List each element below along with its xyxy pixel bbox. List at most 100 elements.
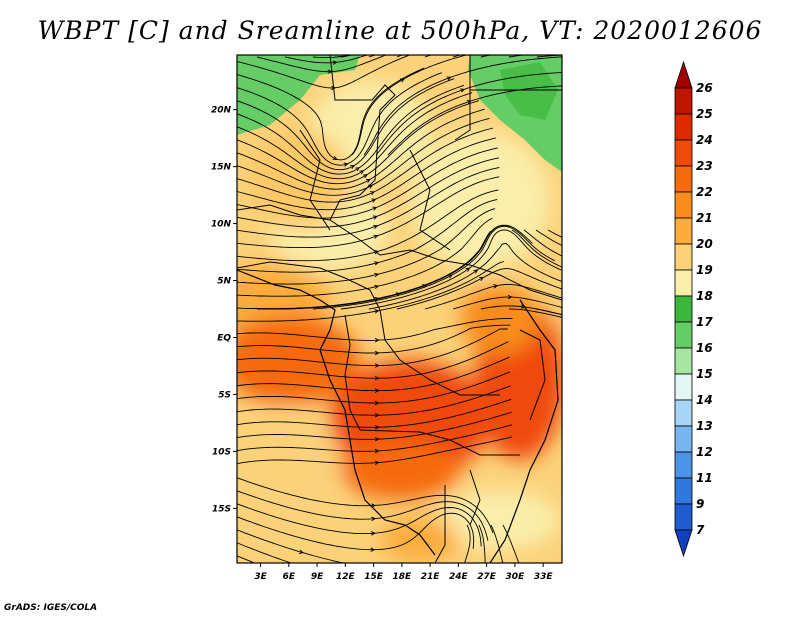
colorbar-label: 11	[696, 471, 713, 485]
streamline	[237, 424, 513, 452]
streamline-arrow	[332, 60, 338, 65]
streamline-arrow	[350, 165, 356, 170]
streamline-arrow	[359, 170, 365, 175]
streamline	[237, 176, 500, 249]
colorbar-label: 25	[696, 107, 713, 121]
colorbar-label: 12	[696, 445, 713, 459]
colorbar-segment	[674, 373, 693, 401]
streamline-arrow	[373, 224, 379, 230]
latitude-axis: 20N 15N 10N 5N EQ 5S 10S 15S	[211, 106, 237, 514]
streamline	[237, 490, 489, 541]
streamline	[237, 100, 480, 185]
streamline-arrow	[374, 424, 380, 430]
longitude-axis: 3E 6E 9E 12E 15E 18E 21E 24E 27E 30E 33E	[254, 563, 553, 582]
lon-tick-label: 18E	[393, 572, 413, 582]
streamline	[237, 341, 509, 379]
lon-tick-label: 30E	[506, 572, 526, 582]
streamline-arrow	[374, 388, 380, 393]
colorbar-label: 14	[696, 393, 713, 407]
streamline-arrow	[298, 549, 304, 554]
streamline-arrow	[371, 516, 377, 522]
lon-tick-label: 3E	[254, 572, 267, 582]
streamline	[237, 477, 494, 534]
lat-tick-label: 5N	[217, 277, 231, 287]
colorbar-label: 16	[696, 341, 713, 355]
colorbar-segment	[674, 165, 693, 193]
streamline-arrow	[369, 191, 375, 196]
streamline	[368, 55, 376, 58]
streamline	[508, 308, 562, 318]
streamline	[375, 71, 562, 156]
streamline-arrow	[466, 99, 472, 105]
colorbar-label: 20	[696, 237, 713, 251]
streamline	[237, 371, 511, 404]
streamline	[340, 55, 354, 58]
lat-tick-label: 5S	[218, 390, 231, 400]
streamline-arrow	[373, 234, 379, 239]
streamline-arrow	[327, 69, 333, 74]
streamline	[237, 67, 425, 161]
streamline	[237, 398, 512, 428]
streamline	[340, 229, 562, 310]
streamline	[351, 55, 468, 156]
streamline	[502, 524, 520, 563]
lat-tick-label: 10S	[212, 447, 231, 457]
streamline-arrow	[371, 198, 377, 203]
streamline-arrow	[447, 274, 453, 279]
colorbar-segment	[674, 139, 693, 167]
colorbar-segment	[674, 113, 693, 141]
streamline	[237, 436, 513, 465]
colorbar-segment	[674, 451, 693, 479]
streamline-arrow	[355, 167, 361, 172]
colorbar: 26 25 24 23 22 21 20 19 18 17 16 15 14 13 12 11 9 7	[674, 60, 713, 558]
colorbar-label: 15	[696, 367, 713, 381]
streamline-arrow	[370, 531, 376, 536]
colorbar-bottom-arrow	[674, 529, 693, 558]
lat-tick-label: 10N	[211, 220, 232, 230]
colorbar-segment	[674, 425, 693, 453]
streamline	[237, 328, 508, 367]
colorbar-label: 7	[696, 523, 705, 537]
streamline	[237, 542, 293, 563]
streamline	[424, 55, 433, 58]
colorbar-segment	[674, 191, 693, 219]
streamline	[424, 283, 562, 310]
streamline	[237, 147, 498, 219]
streamline-arrow	[374, 448, 380, 454]
lat-tick-label: 20N	[211, 106, 232, 116]
streamline	[237, 385, 511, 416]
colorbar-label: 24	[696, 133, 713, 147]
lon-tick-label: 12E	[336, 572, 356, 582]
streamline-arrow	[370, 547, 376, 552]
streamline	[490, 524, 504, 563]
streamline-arrow	[374, 337, 380, 343]
streamline	[237, 217, 493, 297]
colorbar-label: 17	[696, 315, 713, 329]
streamline-arrow	[372, 215, 378, 220]
streamline	[237, 108, 485, 190]
lon-tick-label: 15E	[364, 572, 384, 582]
streamline	[237, 157, 499, 228]
streamline	[237, 318, 513, 341]
streamline-arrow	[479, 277, 485, 282]
colorbar-segment	[674, 503, 693, 531]
lat-tick-label: 15N	[211, 163, 232, 173]
colorbar-segment	[674, 87, 693, 115]
streamline-arrow	[374, 272, 380, 278]
streamline	[312, 225, 555, 310]
streamline	[256, 55, 388, 73]
streamline	[237, 411, 512, 440]
map-frame	[236, 54, 563, 564]
streamline	[237, 324, 511, 354]
streamline-arrow	[374, 400, 380, 406]
grads-credit: GrADS: IGES/COLA	[4, 603, 98, 613]
streamline	[523, 229, 562, 257]
streamline	[464, 524, 471, 563]
colorbar-label: 18	[696, 289, 713, 303]
streamline	[237, 529, 346, 563]
colorbar-segment	[674, 269, 693, 297]
streamline	[452, 296, 562, 310]
streamline-arrow	[473, 269, 479, 274]
streamline-arrow	[493, 284, 499, 289]
streamline	[387, 85, 562, 156]
